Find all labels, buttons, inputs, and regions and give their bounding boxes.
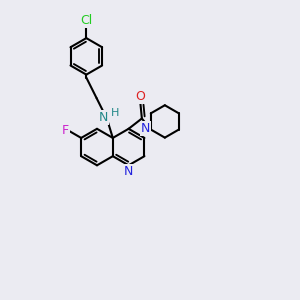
Text: Cl: Cl <box>80 14 92 27</box>
Text: F: F <box>62 124 69 137</box>
Text: O: O <box>136 90 145 103</box>
Text: N: N <box>99 111 108 124</box>
Text: N: N <box>141 122 150 135</box>
Text: H: H <box>111 109 119 118</box>
Text: N: N <box>124 165 133 178</box>
